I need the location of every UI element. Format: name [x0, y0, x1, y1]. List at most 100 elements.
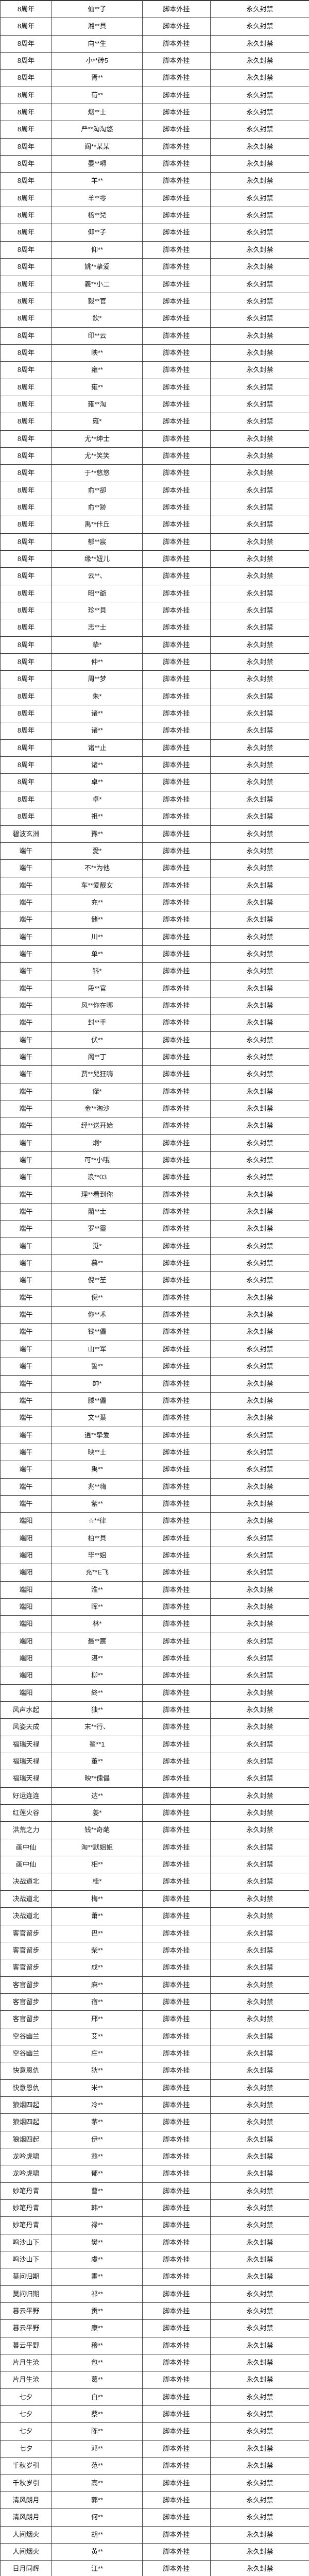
character-name-cell: 杨**兒 — [52, 207, 143, 225]
table-row: 妙笔丹青 曹** 脚本外挂 永久封禁 — [0, 2182, 309, 2200]
server-cell: 8周年 — [0, 481, 52, 499]
violation-type-cell: 脚本外挂 — [142, 584, 211, 603]
server-cell: 端午 — [0, 876, 52, 894]
violation-type-cell: 脚本外挂 — [142, 1753, 211, 1771]
violation-type-cell: 脚本外挂 — [142, 1392, 211, 1410]
violation-type-cell: 脚本外挂 — [142, 2526, 211, 2544]
table-row: 快意恩仇 米** 脚本外挂 永久封禁 — [0, 2079, 309, 2097]
penalty-cell: 永久封禁 — [210, 1031, 309, 1049]
character-name-cell: 仲** — [52, 653, 143, 671]
table-row: 端午 文**葉 脚本外挂 永久封禁 — [0, 1409, 309, 1427]
table-row: 片月生沧 包** 脚本外挂 永久封禁 — [0, 2354, 309, 2372]
penalty-cell: 永久封禁 — [210, 1667, 309, 1685]
violation-type-cell: 脚本外挂 — [142, 481, 211, 499]
server-cell: 端午 — [0, 1117, 52, 1135]
penalty-cell: 永久封禁 — [210, 35, 309, 53]
violation-type-cell: 脚本外挂 — [142, 310, 211, 328]
server-cell: 8周年 — [0, 258, 52, 276]
character-name-cell: 朱* — [52, 687, 143, 706]
violation-type-cell: 脚本外挂 — [142, 430, 211, 448]
character-name-cell: 白** — [52, 2388, 143, 2406]
penalty-cell: 永久封禁 — [210, 2388, 309, 2406]
penalty-cell: 永久封禁 — [210, 1907, 309, 1925]
character-name-cell: 董** — [52, 1753, 143, 1771]
table-row: 8周年 云**、 脚本外挂 永久封禁 — [0, 567, 309, 585]
server-cell: 端午 — [0, 1392, 52, 1410]
violation-type-cell: 脚本外挂 — [142, 911, 211, 929]
server-cell: 端午 — [0, 911, 52, 929]
penalty-cell: 永久封禁 — [210, 2027, 309, 2045]
server-cell: 8周年 — [0, 361, 52, 379]
penalty-cell: 永久封禁 — [210, 2199, 309, 2217]
violation-type-cell: 脚本外挂 — [142, 275, 211, 293]
table-row: 8周年 羊**零 脚本外挂 永久封禁 — [0, 189, 309, 208]
violation-type-cell: 脚本外挂 — [142, 2079, 211, 2097]
violation-type-cell: 脚本外挂 — [142, 1770, 211, 1788]
violation-type-cell: 脚本外挂 — [142, 1426, 211, 1444]
violation-type-cell: 脚本外挂 — [142, 2096, 211, 2114]
character-name-cell: 黄** — [52, 2543, 143, 2561]
server-cell: 8周年 — [0, 224, 52, 242]
server-cell: 8周年 — [0, 344, 52, 362]
character-name-cell: 禹**佧丘 — [52, 516, 143, 534]
penalty-cell: 永久封禁 — [210, 2096, 309, 2114]
character-name-cell: 阁**丁 — [52, 1048, 143, 1066]
server-cell: 客官留步 — [0, 2010, 52, 2028]
table-row: 画中仙 相** 脚本外挂 永久封禁 — [0, 1856, 309, 1874]
violation-type-cell: 脚本外挂 — [142, 1185, 211, 1204]
penalty-cell: 永久封禁 — [210, 636, 309, 654]
violation-type-cell: 脚本外挂 — [142, 344, 211, 362]
table-row: 8周年 珍**貝 脚本外挂 永久封禁 — [0, 602, 309, 620]
penalty-cell: 永久封禁 — [210, 1495, 309, 1513]
penalty-cell: 永久封禁 — [210, 1289, 309, 1307]
server-cell: 片月生沧 — [0, 2371, 52, 2389]
server-cell: 端阳 — [0, 1649, 52, 1668]
table-row: 端阳 柳** 脚本外挂 永久封禁 — [0, 1667, 309, 1685]
penalty-cell: 永久封禁 — [210, 979, 309, 997]
penalty-cell: 永久封禁 — [210, 945, 309, 963]
penalty-cell: 永久封禁 — [210, 2439, 309, 2458]
penalty-cell: 永久封禁 — [210, 1735, 309, 1754]
character-name-cell: 聂**宸 — [52, 1632, 143, 1651]
penalty-cell: 永久封禁 — [210, 584, 309, 603]
character-name-cell: 韩** — [52, 2199, 143, 2217]
penalty-cell: 永久封禁 — [210, 1185, 309, 1204]
server-cell: 端午 — [0, 1478, 52, 1496]
character-name-cell: 翁** — [52, 2147, 143, 2166]
violation-type-cell: 脚本外挂 — [142, 1289, 211, 1307]
character-name-cell: 小**砖5 — [52, 52, 143, 70]
character-name-cell: 巴** — [52, 1924, 143, 1942]
server-cell: 决战道北 — [0, 1890, 52, 1908]
table-row: 狼烟四起 茅** 脚本外挂 永久封禁 — [0, 2113, 309, 2131]
violation-type-cell: 脚本外挂 — [142, 1890, 211, 1908]
table-row: 8周年 雍** 脚本外挂 永久封禁 — [0, 361, 309, 379]
penalty-cell: 永久封禁 — [210, 1358, 309, 1376]
character-name-cell: 胡** — [52, 2526, 143, 2544]
table-row: 端午 伏** 脚本外挂 永久封禁 — [0, 1031, 309, 1049]
table-row: 端阳 柏**貝 脚本外挂 永久封禁 — [0, 1529, 309, 1547]
table-row: 福瑞天禄 董** 脚本外挂 永久封禁 — [0, 1753, 309, 1771]
penalty-cell: 永久封禁 — [210, 1117, 309, 1135]
penalty-cell: 永久封禁 — [210, 1649, 309, 1668]
table-row: 客官留步 麻** 脚本外挂 永久封禁 — [0, 1976, 309, 1994]
table-row: 8周年 晏**嘚 脚本外挂 永久封禁 — [0, 155, 309, 173]
server-cell: 8周年 — [0, 395, 52, 414]
penalty-cell: 永久封禁 — [210, 928, 309, 946]
table-row: 莫问归期 祁** 脚本外挂 永久封禁 — [0, 2285, 309, 2303]
table-row: 端午 段**官 脚本外挂 永久封禁 — [0, 979, 309, 997]
violation-type-cell: 脚本外挂 — [142, 670, 211, 688]
table-row: 8周年 郁**宸 脚本外挂 永久封禁 — [0, 533, 309, 551]
penalty-cell: 永久封禁 — [210, 1203, 309, 1221]
table-row: 8周年 雍**淘 脚本外挂 永久封禁 — [0, 395, 309, 414]
violation-type-cell: 脚本外挂 — [142, 567, 211, 585]
server-cell: 端阳 — [0, 1684, 52, 1702]
table-row: 8周年 尤**绅士 脚本外挂 永久封禁 — [0, 430, 309, 448]
server-cell: 端午 — [0, 1289, 52, 1307]
penalty-cell: 永久封禁 — [210, 2079, 309, 2097]
character-name-cell: 倪**苼 — [52, 1272, 143, 1290]
character-name-cell: 翟**1 — [52, 1735, 143, 1754]
violation-type-cell: 脚本外挂 — [142, 1993, 211, 2011]
server-cell: 决战道北 — [0, 1873, 52, 1891]
server-cell: 端阳 — [0, 1581, 52, 1599]
